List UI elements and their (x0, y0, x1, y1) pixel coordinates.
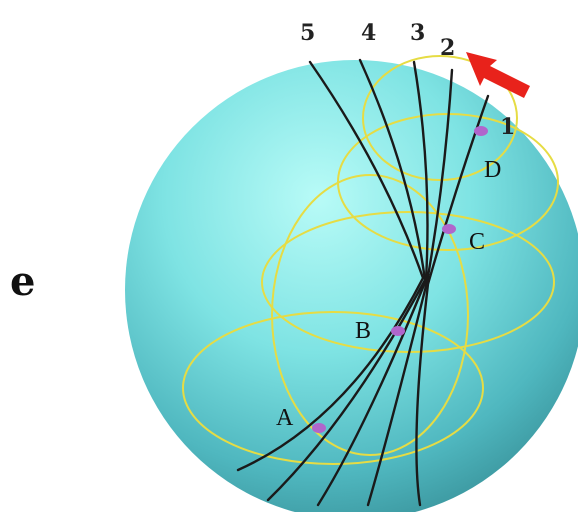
line-label-2: 2 (440, 35, 455, 61)
curve-3 (316, 60, 429, 507)
red-arrow (466, 52, 530, 98)
yellow-circles (182, 55, 559, 465)
point-label-c: C (469, 229, 485, 255)
sphere (125, 60, 578, 512)
curve-1 (415, 94, 490, 507)
circle-b (271, 174, 469, 456)
arrow-shape (466, 52, 530, 98)
point-label-a: A (276, 405, 294, 431)
line-label-4: 4 (361, 20, 376, 46)
point-c (442, 224, 456, 234)
curve-5 (236, 60, 425, 472)
panel-label: e (10, 258, 35, 305)
circle-top (362, 55, 518, 181)
black-curves (236, 58, 490, 507)
curve-2 (366, 68, 454, 507)
point-label-b: B (355, 318, 371, 344)
circle-c (261, 211, 555, 353)
point-label-d: D (484, 157, 501, 183)
point-b (391, 326, 405, 336)
line-label-5: 5 (300, 20, 315, 46)
point-d (474, 126, 488, 136)
point-a (312, 423, 326, 433)
line-label-3: 3 (410, 20, 425, 46)
circle-a (182, 311, 484, 465)
line-label-1: 1 (500, 114, 515, 140)
marked-points (312, 126, 488, 433)
